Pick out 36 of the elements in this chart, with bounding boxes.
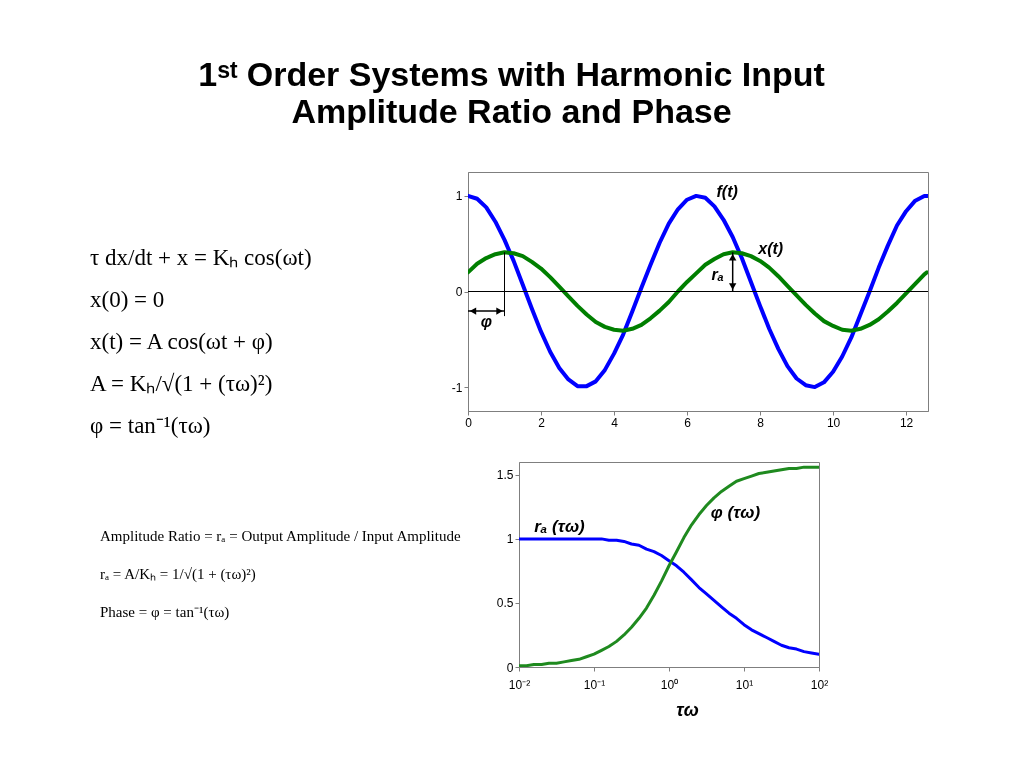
text: φ = tan⁻¹(τω) (90, 413, 211, 438)
series-label: rₐ (τω) (534, 516, 586, 536)
text: A = Kₕ/√(1 + (τω)²) (90, 371, 273, 396)
y-tick-label: 0 (506, 660, 514, 675)
text: x(0) = 0 (90, 287, 165, 312)
line-series (519, 537, 819, 656)
annotation: φ (480, 313, 492, 331)
x-tick-label: 10 (826, 415, 841, 430)
y-tick-label: 0 (455, 285, 463, 299)
y-tick-label: 0.5 (496, 596, 514, 611)
text: Amplitude Ratio = rₐ = Output Amplitude / Input Amplitude (100, 528, 461, 544)
text: Phase = φ = tan⁻¹(τω) (100, 604, 230, 621)
x-tick-label: 12 (899, 415, 914, 430)
series-label: x(t) (757, 240, 784, 258)
x-tick-label: 10¹ (735, 677, 754, 692)
x-tick-label: 2 (538, 415, 546, 430)
series-label: f(t) (716, 182, 738, 200)
x-tick-label: 4 (611, 415, 619, 430)
x-tick-label: 0 (465, 415, 473, 430)
x-tick-label: 8 (757, 415, 765, 430)
text: x(t) = A cos(ωt + φ) (90, 329, 273, 354)
text: 1ˢᵗ Order Systems with Harmonic Input (198, 54, 825, 93)
x-tick-label: 10⁻² (508, 677, 531, 692)
y-tick-label: -1 (451, 380, 463, 395)
y-tick-label: 1 (506, 532, 514, 547)
x-tick-label: 10² (810, 677, 829, 692)
y-tick-label: 1 (455, 189, 463, 204)
text: τ dx/dt + x = Kₕ cos(ωt) (90, 245, 312, 270)
x-tick-label: 6 (684, 415, 692, 430)
x-tick-label: 10⁰ (660, 677, 679, 692)
annotation: rₐ (711, 265, 724, 283)
text: rₐ = A/Kₕ = 1/√(1 + (τω)²) (100, 566, 256, 583)
x-tick-label: 10⁻¹ (583, 677, 606, 692)
y-tick-label: 1.5 (496, 468, 514, 483)
x-axis-title: τω (676, 699, 699, 720)
series-label: φ (τω) (710, 503, 761, 523)
